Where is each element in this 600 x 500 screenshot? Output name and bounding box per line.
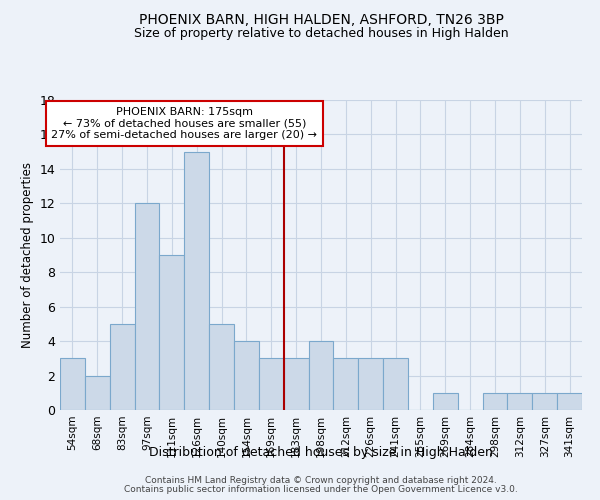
Bar	[259, 358, 284, 410]
Bar	[60, 358, 85, 410]
Bar	[482, 393, 508, 410]
Bar	[358, 358, 383, 410]
Text: PHOENIX BARN: 175sqm
← 73% of detached houses are smaller (55)
27% of semi-detac: PHOENIX BARN: 175sqm ← 73% of detached h…	[51, 107, 317, 140]
Text: Contains HM Land Registry data © Crown copyright and database right 2024.: Contains HM Land Registry data © Crown c…	[145, 476, 497, 485]
Bar	[110, 324, 134, 410]
Y-axis label: Number of detached properties: Number of detached properties	[21, 162, 34, 348]
Bar	[160, 255, 184, 410]
Bar	[284, 358, 308, 410]
Bar	[234, 341, 259, 410]
Text: Distribution of detached houses by size in High Halden: Distribution of detached houses by size …	[149, 446, 493, 459]
Bar	[532, 393, 557, 410]
Text: PHOENIX BARN, HIGH HALDEN, ASHFORD, TN26 3BP: PHOENIX BARN, HIGH HALDEN, ASHFORD, TN26…	[139, 12, 503, 26]
Bar	[557, 393, 582, 410]
Bar	[134, 204, 160, 410]
Bar	[508, 393, 532, 410]
Bar	[85, 376, 110, 410]
Bar	[308, 341, 334, 410]
Bar	[184, 152, 209, 410]
Bar	[334, 358, 358, 410]
Text: Contains public sector information licensed under the Open Government Licence v3: Contains public sector information licen…	[124, 485, 518, 494]
Bar	[433, 393, 458, 410]
Bar	[383, 358, 408, 410]
Bar	[209, 324, 234, 410]
Text: Size of property relative to detached houses in High Halden: Size of property relative to detached ho…	[134, 28, 508, 40]
